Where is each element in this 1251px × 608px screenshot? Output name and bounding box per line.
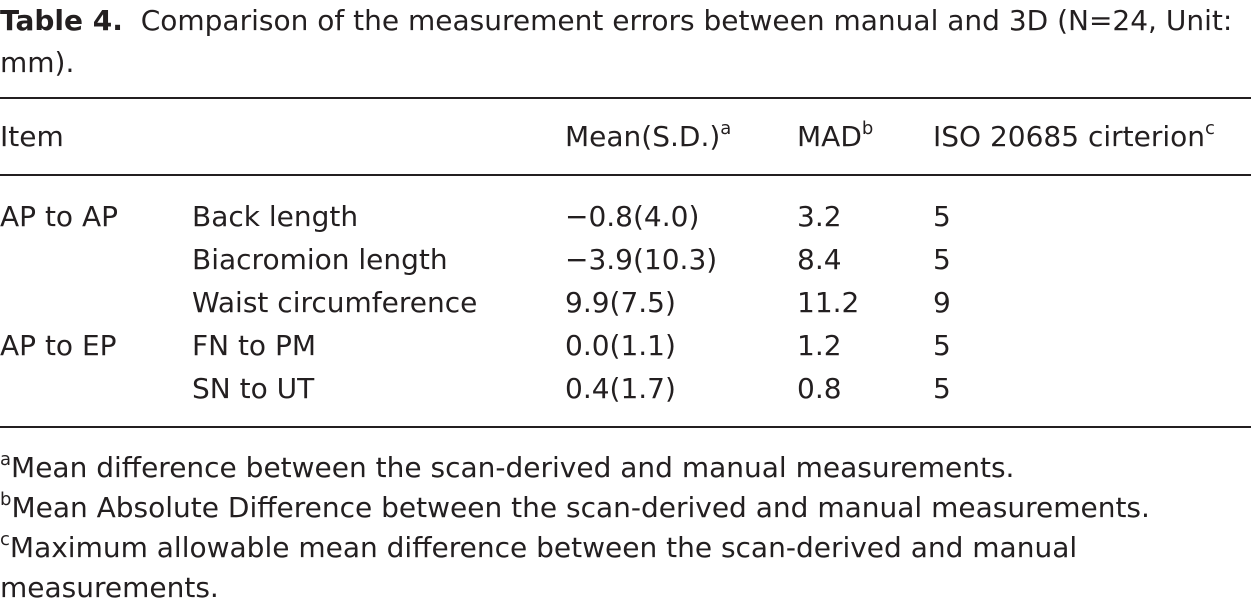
value-cell: 5 [933,243,951,276]
footnote-text: Mean Absolute Difference between the sca… [11,491,1150,524]
value-cell: 5 [933,329,951,362]
group-label: AP to EP [0,329,117,362]
header-text: Item [0,120,64,153]
value-cell: 5 [933,372,951,405]
header-rule [0,174,1251,176]
header-note: b [861,118,874,139]
footnote-mark: b [0,489,12,510]
value-cell: −3.9(10.3) [565,243,718,276]
item-name: Waist circumference [192,286,478,319]
group-label: AP to AP [0,200,118,233]
item-name: Biacromion length [192,243,448,276]
value-cell: 9.9(7.5) [565,286,676,319]
footnote: bMean Absolute Difference between the sc… [0,488,1180,528]
value-cell: −0.8(4.0) [565,200,700,233]
footnote-text: Maximum allowable mean difference betwee… [0,531,1078,604]
header-cell: Mean(S.D.)a [565,120,731,154]
header-note: a [720,118,732,139]
value-cell: 5 [933,200,951,233]
item-name: Back length [192,200,359,233]
header-cell: Item [0,120,64,154]
bottom-rule [0,426,1251,428]
value-cell: 0.8 [797,372,842,405]
value-cell: 11.2 [797,286,860,319]
value-cell: 0.4(1.7) [565,372,676,405]
header-text: Mean(S.D.) [565,120,721,153]
footnote-mark: c [0,529,10,550]
header-text: ISO 20685 cirterion [933,120,1206,153]
footnote: cMaximum allowable mean difference betwe… [0,528,1180,608]
footnote: aMean difference between the scan-derive… [0,448,1180,488]
footnote-text: Mean difference between the scan-derived… [11,451,1015,484]
top-rule [0,97,1251,99]
caption-text: Comparison of the measurement errors bet… [0,4,1233,79]
value-cell: 0.0(1.1) [565,329,676,362]
caption-label: Table 4. [0,4,123,37]
caption: Table 4. Comparison of the measurement e… [0,0,1245,84]
footnote-mark: a [0,449,12,470]
value-cell: 9 [933,286,951,319]
value-cell: 1.2 [797,329,842,362]
header-cell: MADb [797,120,873,154]
header-note: c [1205,118,1215,139]
value-cell: 8.4 [797,243,842,276]
header-cell: ISO 20685 cirterionc [933,120,1215,154]
value-cell: 3.2 [797,200,842,233]
item-name: SN to UT [192,372,315,405]
header-text: MAD [797,120,862,153]
item-name: FN to PM [192,329,317,362]
